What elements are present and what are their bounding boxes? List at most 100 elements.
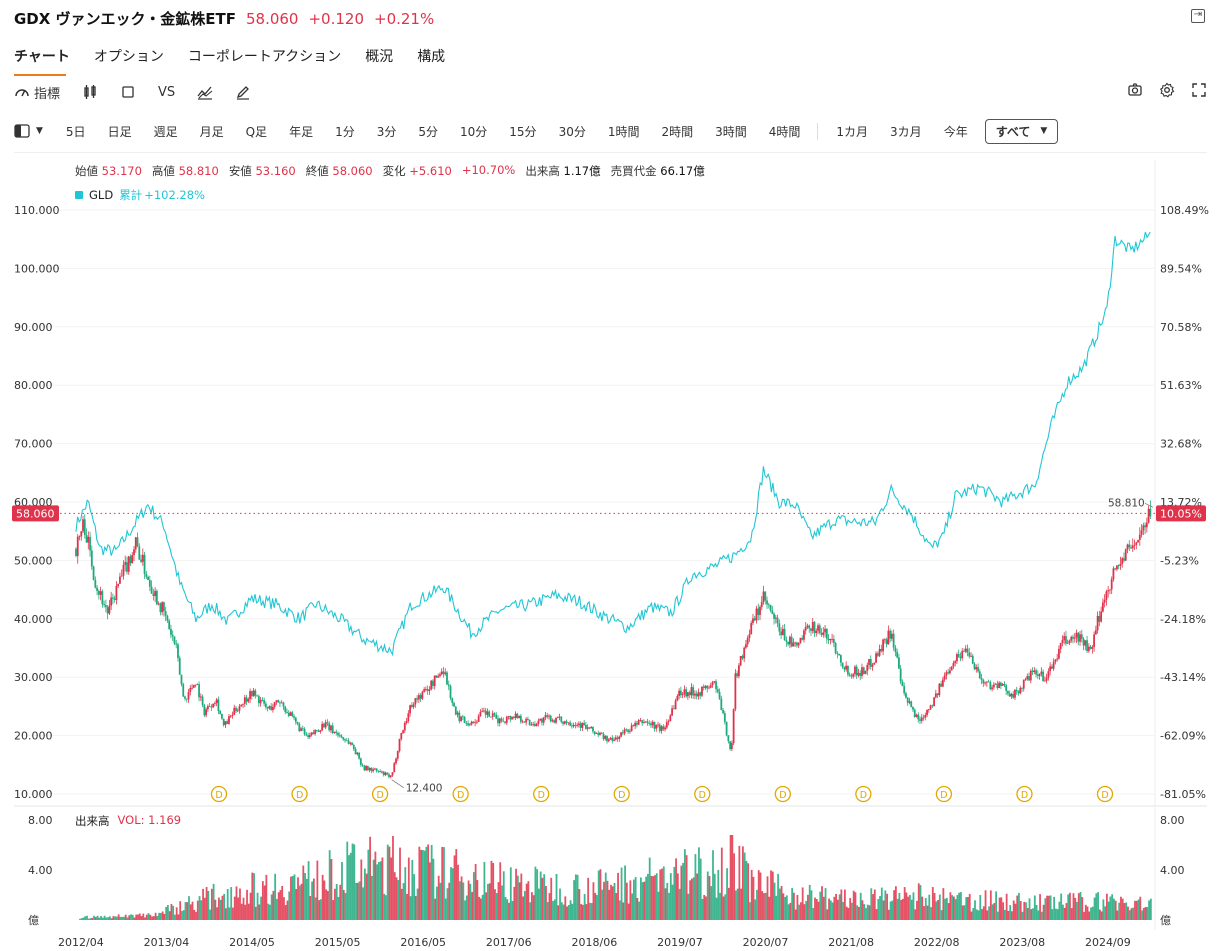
chart-type-button[interactable] [82,84,98,100]
volume-bar [655,873,658,920]
volume-bar [757,870,760,920]
period-quarterly[interactable]: Q足 [245,124,268,139]
volume-bar [787,904,790,920]
period-yearly[interactable]: 年足 [289,124,314,139]
candle [577,723,580,726]
volume-bar [773,882,776,920]
candle [694,693,696,696]
volume-bar [794,909,797,920]
candle [263,700,266,704]
volume-bar [1097,892,1099,920]
period-15min[interactable]: 15分 [509,124,537,139]
volume-bar [917,883,920,920]
dividend-marker [694,785,711,803]
candle [289,712,292,716]
period-all-dropdown[interactable]: すべて ▼ [984,118,1059,144]
exit-icon[interactable]: ⇥ [1191,9,1205,23]
period-4h[interactable]: 4時間 [768,124,801,139]
volume-bar [546,902,549,920]
draw-tool-button[interactable] [235,84,251,100]
candle [660,726,663,731]
fullscreen-icon[interactable] [1191,82,1207,98]
period-10min[interactable]: 10分 [460,124,488,139]
change-pct-value: +10.70% [461,163,516,177]
candle [636,722,638,725]
volume-bar [683,849,686,920]
candle [662,726,665,730]
candle [715,681,717,690]
candle [774,617,777,619]
volume-bar [460,876,463,920]
candle [518,715,521,719]
period-1m[interactable]: 1カ月 [817,122,879,140]
volume-bar [172,905,175,920]
candle [1022,680,1025,689]
volume-bar [792,892,795,920]
volume-bar [140,916,143,920]
period-monthly[interactable]: 月足 [199,124,224,139]
tab-corporate-actions[interactable]: コーポレートアクション [187,49,342,65]
dividend-marker [452,785,469,803]
volume-bar [1016,895,1019,920]
candle [848,674,851,676]
period-30min[interactable]: 30分 [558,124,586,139]
volume-bar [1084,904,1087,920]
candle [674,700,677,710]
candle [585,724,587,729]
candle [767,604,770,606]
volume-bar [509,867,512,920]
period-1min[interactable]: 1分 [335,124,355,139]
volume-y-tick-label: 億 [28,914,39,927]
compare-symbol: GLD [89,188,114,202]
period-5d[interactable]: 5日 [65,124,86,139]
candle [83,519,86,535]
candle [85,534,88,543]
candle [1145,522,1148,528]
tab-holdings[interactable]: 構成 [417,49,446,65]
volume-bar [392,835,394,920]
period-weekly[interactable]: 週足 [153,124,178,139]
candle [729,741,732,750]
candle [354,749,357,755]
candle [99,591,102,595]
period-3m[interactable]: 3カ月 [890,124,922,139]
volume-bar [443,847,445,920]
volume-bar [86,915,88,920]
volume-bar [1005,893,1008,920]
draw-rect-button[interactable] [120,84,136,100]
candle [915,714,918,717]
settings-icon[interactable] [1159,82,1175,98]
period-daily[interactable]: 日足 [107,124,132,139]
volume-bar [1030,909,1033,920]
camera-icon[interactable] [1127,82,1143,98]
candle [755,608,758,621]
ohlc-readout: 始値 53.170 高値 58.810 安値 53.160 終値 58.060 … [75,163,705,179]
tab-options[interactable]: オプション [93,49,164,65]
volume-bar [803,904,806,920]
candle [523,721,526,723]
tab-chart[interactable]: チャート [14,46,70,76]
vs-button[interactable]: VS [158,85,175,100]
tab-overview[interactable]: 概況 [365,49,394,65]
volume-bar [112,916,115,920]
period-1h[interactable]: 1時間 [607,124,640,139]
compare-button[interactable] [197,84,213,100]
compare-legend[interactable]: GLD 累計 +102.28% [75,187,205,203]
period-3min[interactable]: 3分 [376,124,397,139]
volume-bar [321,874,324,920]
candle [245,697,248,702]
candle [600,732,603,734]
layout-button[interactable]: ▼ [14,124,43,138]
period-ytd[interactable]: 今年 [943,124,968,139]
candle [421,691,424,699]
indicator-button[interactable]: 指標 [14,83,60,102]
period-3h[interactable]: 3時間 [715,124,747,139]
candle [416,698,419,700]
volume-legend: 出来高 VOL: 1.169 [75,813,181,829]
period-5min[interactable]: 5分 [418,124,438,139]
volume-bar [553,899,556,920]
volume-bar [935,901,938,920]
candle [940,683,943,687]
period-2h[interactable]: 2時間 [661,124,694,139]
